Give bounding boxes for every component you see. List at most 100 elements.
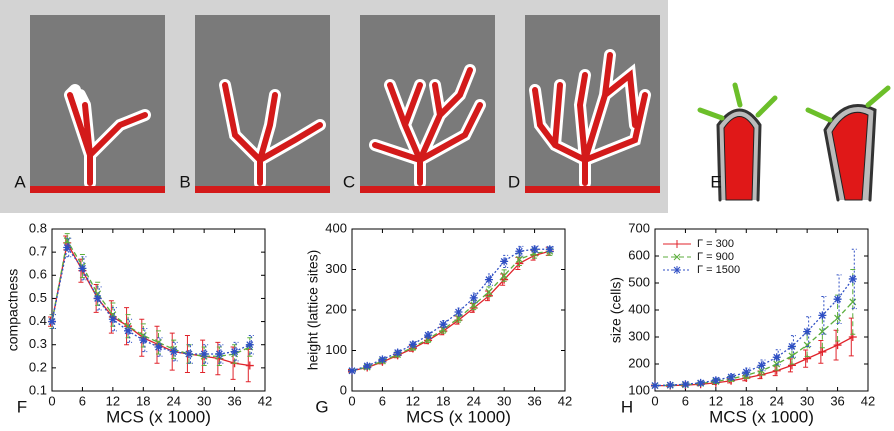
marker xyxy=(108,315,117,324)
error-bar xyxy=(503,254,509,268)
y-tick-label: 400 xyxy=(628,301,650,316)
marker xyxy=(93,294,102,303)
marker xyxy=(63,237,71,245)
legend-label: Γ = 900 xyxy=(697,251,734,263)
marker xyxy=(849,298,857,306)
marker xyxy=(484,275,493,284)
error-bar xyxy=(51,314,56,330)
legend-label: Γ = 300 xyxy=(697,238,734,250)
x-axis-label: MCS (x 1000) xyxy=(106,407,211,426)
marker xyxy=(439,320,448,329)
x-tick-label: 30 xyxy=(497,393,511,408)
error-bar xyxy=(142,328,148,353)
y-tick-label: 600 xyxy=(628,247,650,262)
error-bar xyxy=(111,307,117,332)
marker xyxy=(485,288,493,296)
marker xyxy=(833,295,842,304)
x-tick-label: 42 xyxy=(861,393,875,408)
y-axis-label: compactness xyxy=(5,269,21,351)
marker xyxy=(772,353,781,362)
y-tick-label: 500 xyxy=(628,274,650,289)
error-bar xyxy=(806,316,812,347)
x-tick-label: 42 xyxy=(558,393,572,408)
error-bar xyxy=(127,318,133,343)
marker xyxy=(470,301,478,309)
marker xyxy=(245,361,254,370)
marker xyxy=(169,347,178,356)
error-bar xyxy=(81,256,87,281)
panel-label: H xyxy=(621,397,633,416)
marker xyxy=(545,245,554,254)
marker xyxy=(803,327,812,336)
marker xyxy=(530,245,539,254)
error-bar xyxy=(775,349,781,366)
x-axis-label: MCS (x 1000) xyxy=(406,407,511,426)
y-tick-label: 200 xyxy=(325,301,347,316)
legend-marker xyxy=(673,253,681,261)
legend-marker xyxy=(673,240,681,248)
marker xyxy=(500,257,509,266)
marker xyxy=(230,347,239,356)
x-tick-label: 12 xyxy=(106,393,120,408)
marker xyxy=(393,348,402,357)
error-bar xyxy=(96,286,102,311)
marker xyxy=(833,341,842,350)
series-line xyxy=(351,250,550,372)
y-tick-label: 0.7 xyxy=(29,244,47,259)
marker xyxy=(742,368,751,377)
y-tick-label: 400 xyxy=(325,220,347,235)
panel-label: D xyxy=(508,172,520,191)
series-line xyxy=(655,336,854,387)
marker xyxy=(348,366,356,375)
simulations xyxy=(30,15,891,202)
x-tick-label: 18 xyxy=(739,393,753,408)
x-tick-label: 12 xyxy=(406,393,420,408)
y-tick-label: 200 xyxy=(628,355,650,370)
marker xyxy=(439,325,447,333)
marker xyxy=(78,264,87,273)
marker xyxy=(63,243,72,252)
y-axis-label: height (lattice sites) xyxy=(305,250,321,371)
panel-label: B xyxy=(179,172,190,191)
x-axis-label: MCS (x 1000) xyxy=(709,407,814,426)
x-tick-label: 0 xyxy=(48,393,55,408)
marker xyxy=(818,311,827,320)
x-tick-label: 24 xyxy=(166,393,180,408)
x-tick-label: 18 xyxy=(436,393,450,408)
marker xyxy=(454,308,463,317)
x-tick-label: 36 xyxy=(830,393,844,408)
marker xyxy=(803,341,811,349)
y-tick-label: 0.4 xyxy=(29,313,47,328)
error-bar xyxy=(790,335,796,358)
marker xyxy=(245,340,254,349)
x-tick-label: 24 xyxy=(466,393,480,408)
y-tick-label: 700 xyxy=(628,220,650,235)
marker xyxy=(834,314,842,322)
x-tick-label: 6 xyxy=(682,393,689,408)
marker xyxy=(124,326,133,335)
marker xyxy=(363,361,372,370)
y-axis-label: size (cells) xyxy=(608,277,624,343)
error-bar xyxy=(501,269,507,282)
marker xyxy=(469,293,478,302)
panel-label: A xyxy=(14,172,26,191)
marker xyxy=(184,349,193,358)
x-tick-label: 18 xyxy=(136,393,150,408)
y-tick-label: 300 xyxy=(628,328,650,343)
panel-label: E xyxy=(710,172,721,191)
marker xyxy=(378,355,387,364)
marker xyxy=(651,381,659,390)
marker xyxy=(848,274,857,283)
x-tick-label: 6 xyxy=(79,393,86,408)
marker xyxy=(139,336,148,345)
marker xyxy=(215,349,224,358)
x-tick-label: 12 xyxy=(709,393,723,408)
marker xyxy=(727,372,736,381)
marker xyxy=(681,380,690,389)
series-line xyxy=(51,238,251,357)
marker xyxy=(455,314,462,322)
marker xyxy=(500,272,508,280)
marker xyxy=(757,361,766,370)
x-tick-label: 42 xyxy=(258,393,272,408)
marker xyxy=(818,347,827,356)
